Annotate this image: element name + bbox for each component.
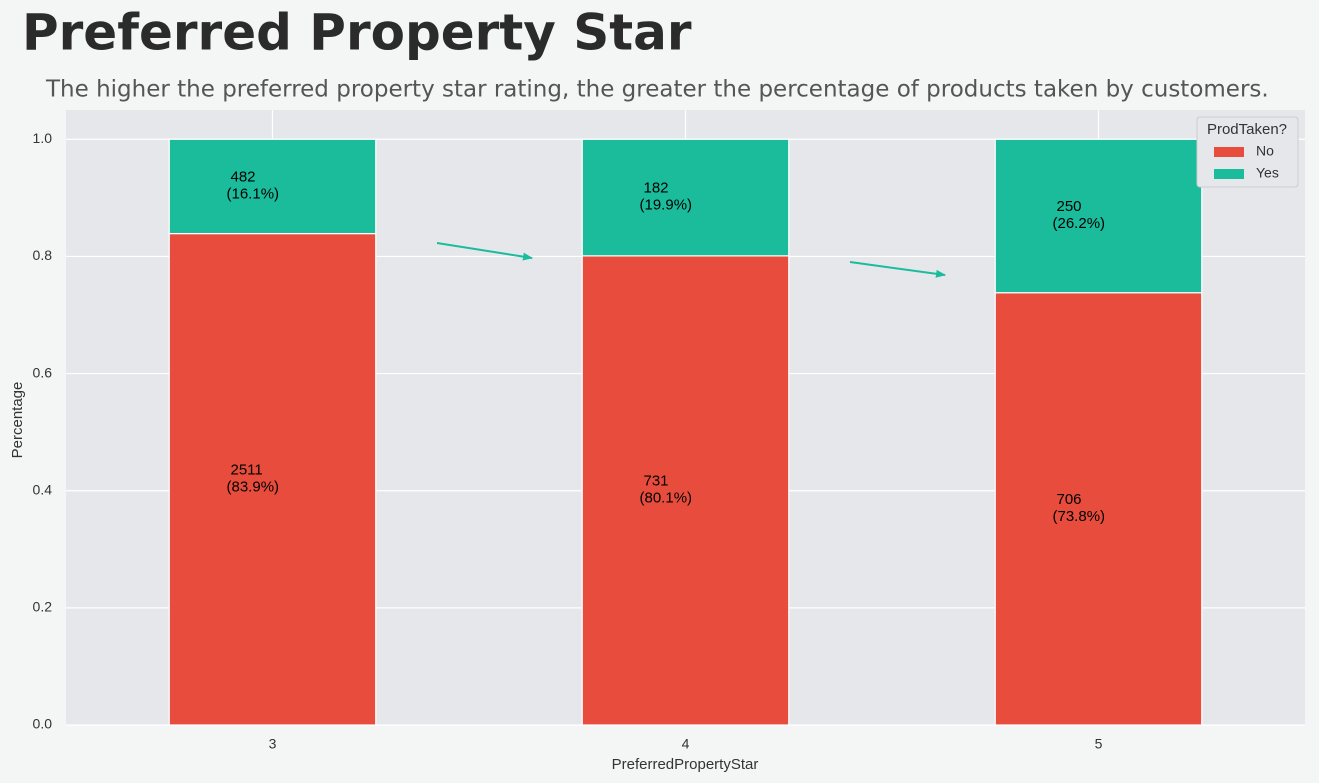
legend-title: ProdTaken? <box>1207 121 1287 138</box>
count-label: 2511 <box>231 461 263 478</box>
y-tick-label: 1.0 <box>33 130 53 146</box>
y-axis-label: Percentage <box>9 382 26 459</box>
count-label: 482 <box>231 168 256 185</box>
x-tick-label: 4 <box>682 736 690 752</box>
bar-segment <box>581 255 790 726</box>
count-label: 706 <box>1057 491 1082 508</box>
legend-label: No <box>1256 143 1274 159</box>
value-label: (73.8%) <box>1053 508 1106 525</box>
bar-segment <box>581 138 790 257</box>
legend-swatch <box>1214 169 1244 179</box>
bars <box>168 138 1203 726</box>
y-tick-label: 0.0 <box>33 716 53 732</box>
count-label: 182 <box>644 180 669 197</box>
x-tick-label: 5 <box>1095 736 1103 752</box>
legend-label: Yes <box>1256 165 1279 181</box>
bar-segment <box>994 138 1203 294</box>
chart-title: Preferred Property Star <box>22 4 692 62</box>
x-tick-label: 3 <box>269 736 277 752</box>
count-label: 731 <box>644 472 669 489</box>
bar-segment <box>994 292 1203 726</box>
y-tick-label: 0.8 <box>33 247 53 263</box>
legend-swatch <box>1214 147 1244 157</box>
value-label: (16.1%) <box>227 185 280 202</box>
value-label: (83.9%) <box>227 478 280 495</box>
y-tick-label: 0.6 <box>33 364 53 380</box>
y-tick-label: 0.4 <box>33 481 53 497</box>
bar-segment <box>168 138 377 235</box>
count-label: 250 <box>1057 198 1082 215</box>
value-label: (26.2%) <box>1053 215 1106 232</box>
chart-subtitle: The higher the preferred property star r… <box>45 77 1269 103</box>
bar-segment <box>168 232 377 726</box>
x-axis-label: PreferredPropertyStar <box>612 756 759 773</box>
trend-arrow <box>849 261 946 278</box>
legend: ProdTaken? No Yes <box>1196 116 1299 188</box>
value-label: (19.9%) <box>640 197 693 214</box>
value-label: (80.1%) <box>640 489 693 506</box>
trend-arrow <box>436 242 533 261</box>
y-tick-label: 0.2 <box>33 599 53 615</box>
